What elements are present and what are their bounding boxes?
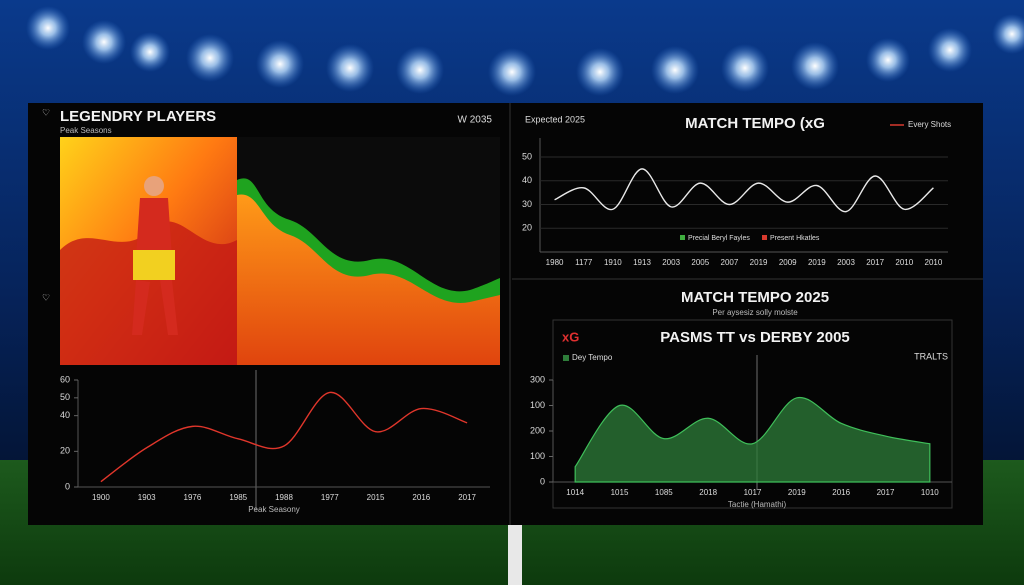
x-tick-label: 1085 [655,488,673,497]
x-tick-label: 1980 [546,258,564,267]
floodlights [26,6,1024,96]
y-tick-label: 100 [530,400,545,410]
chart-subtitle: Expected 2025 [525,114,585,124]
y-tick-label: 100 [530,451,545,461]
x-tick-label: 2003 [837,258,855,267]
line [100,391,468,483]
y-tick-label: 20 [60,446,70,456]
x-tick-label: 1177 [575,258,593,267]
line [554,168,934,213]
panel-heading: MATCH TEMPO 2025 [681,289,829,306]
legend-label: Every Shots [908,120,951,129]
x-tick-label: 1985 [229,493,247,502]
y-tick-label: 40 [522,175,532,185]
panel-title: LEGENDRY PLAYERS [60,108,216,125]
x-tick-label: 2019 [788,488,806,497]
x-tick-label: 2005 [691,258,709,267]
x-tick-label: 1010 [921,488,939,497]
y-tick-label: 0 [540,476,545,486]
x-tick-label: 1988 [275,493,293,502]
x-tick-label: 2018 [699,488,717,497]
side-label: TRALTS [914,351,948,361]
icon: ♡ [42,107,50,117]
note-label: Precial Beryl Fayles [688,235,750,242]
chart-title: PASMS TT vs DERBY 2005 [660,329,850,346]
y-tick-label: 200 [530,425,545,435]
note-swatch [762,235,767,240]
x-tick-label: 1900 [92,493,110,502]
x-tick-label: 2009 [779,258,797,267]
y-tick-label: 30 [522,199,532,209]
heat-art [60,137,500,365]
y-tick-label: 50 [60,392,70,402]
chart-title: MATCH TEMPO (xG [685,115,825,132]
x-tick-label: 2015 [367,493,385,502]
area [574,397,931,483]
x-tick-label: 2016 [832,488,850,497]
icon: ♡ [42,292,50,302]
x-tick-label: 2003 [662,258,680,267]
tag: xG [562,329,579,344]
x-tick-label: 1913 [633,258,651,267]
panel-note: W 2035 [458,115,493,126]
note-label: Present Hkatles [770,235,820,242]
y-tick-label: 300 [530,374,545,384]
x-tick-label: 1977 [321,493,339,502]
y-tick-label: 40 [60,410,70,420]
x-axis-label: Peak Seasony [248,505,300,514]
y-tick-label: 60 [60,374,70,384]
legend-label: Dey Tempo [572,353,613,362]
x-tick-label: 2017 [458,493,476,502]
x-tick-label: 1903 [138,493,156,502]
x-tick-label: 2019 [808,258,826,267]
x-tick-label: 1014 [566,488,584,497]
pitch-line [508,520,522,585]
y-tick-label: 50 [522,151,532,161]
panel-subtitle: Per aysesiz solly molste [712,308,798,317]
x-tick-label: 2016 [412,493,430,502]
x-tick-label: 2017 [866,258,884,267]
x-tick-label: 1976 [184,493,202,502]
y-tick-label: 20 [522,223,532,233]
legend-swatch [563,355,569,361]
x-tick-label: 1017 [744,488,762,497]
y-tick-label: 0 [65,481,70,491]
x-tick-label: 1910 [604,258,622,267]
note-swatch [680,235,685,240]
x-tick-label: 2007 [721,258,739,267]
x-tick-label: 2010 [895,258,913,267]
x-tick-label: 1015 [611,488,629,497]
x-tick-label: 2010 [925,258,943,267]
x-axis-label: Tactie (Hamathi) [728,500,787,509]
x-tick-label: 2019 [750,258,768,267]
x-tick-label: 2017 [877,488,895,497]
panel-subtitle: Peak Seasons [60,126,112,135]
